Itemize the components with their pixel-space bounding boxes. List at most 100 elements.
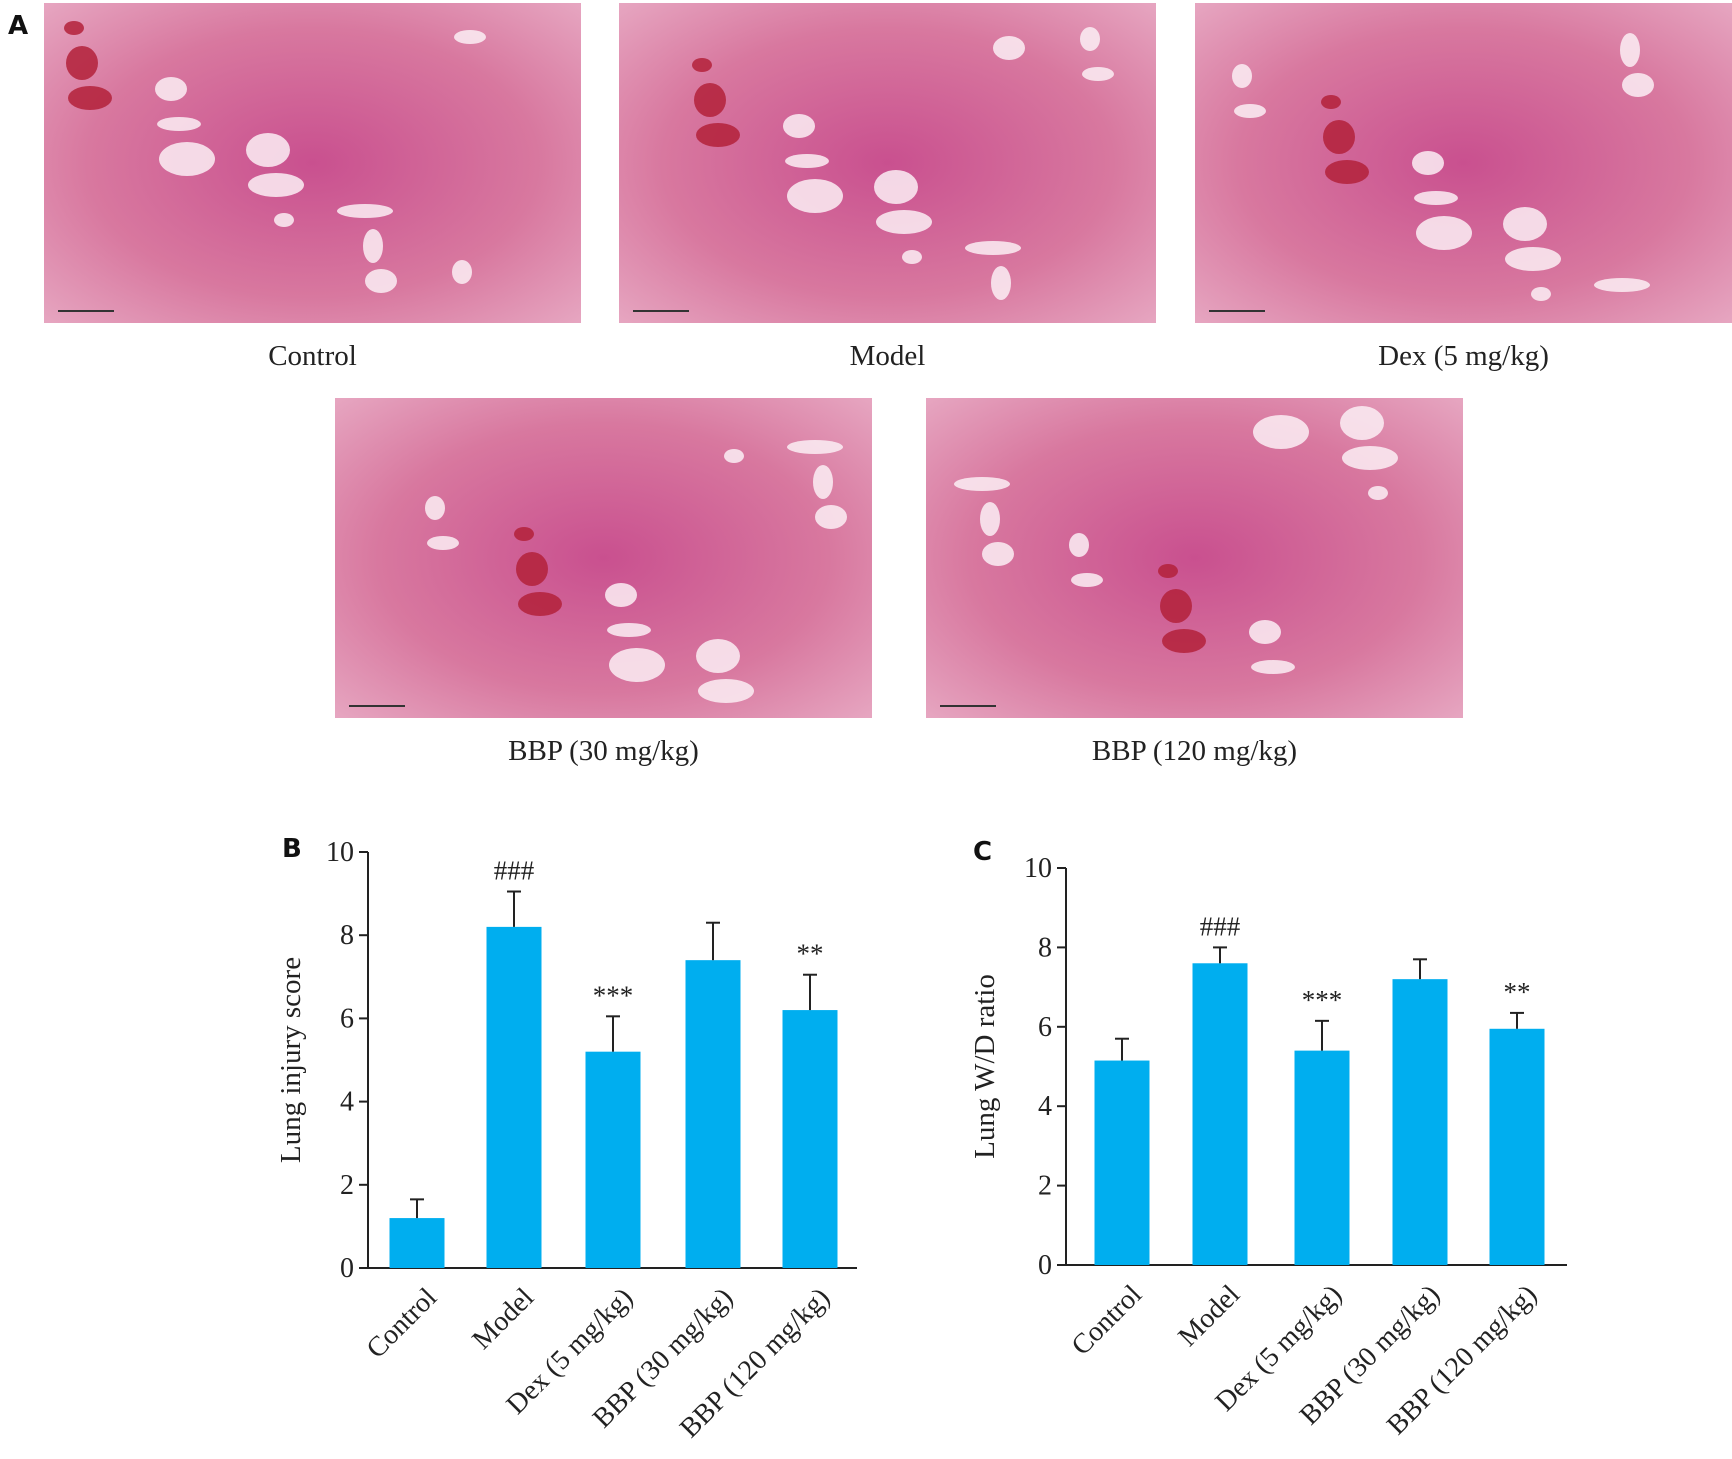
bar (782, 1010, 838, 1268)
y-tick-label: 2 (340, 1170, 354, 1201)
tissue-detail (609, 648, 665, 682)
tissue-detail (1158, 564, 1178, 578)
image-caption: Model (850, 340, 926, 372)
panel-label: C (973, 837, 992, 867)
tissue-detail (274, 213, 294, 227)
tissue-detail (724, 449, 744, 463)
histology-image (619, 3, 1156, 323)
tissue-detail (1071, 573, 1103, 587)
tissue-detail (902, 250, 922, 264)
tissue-detail (337, 204, 393, 218)
tissue-detail (1162, 629, 1206, 653)
tissue-detail (1368, 486, 1388, 500)
y-axis-label: Lung W/D ratio (969, 974, 1001, 1159)
significance-label: ** (1504, 977, 1531, 1007)
tissue-detail (66, 46, 98, 80)
tissue-detail (1249, 620, 1281, 644)
tissue-detail (1069, 533, 1089, 557)
x-tick-label: Model (1172, 1279, 1246, 1353)
tissue-detail (982, 542, 1014, 566)
tissue-detail (155, 77, 187, 101)
tissue-detail (1253, 415, 1309, 449)
significance-label: *** (593, 980, 634, 1010)
tissue-detail (993, 36, 1025, 60)
tissue-detail (1416, 216, 1472, 250)
image-caption: BBP (30 mg/kg) (508, 735, 699, 767)
panel-label: B (282, 834, 302, 864)
bar (1489, 1028, 1545, 1265)
histology-image (44, 3, 581, 323)
tissue-detail (991, 266, 1011, 300)
tissue-detail (427, 536, 459, 550)
histology-image (1195, 3, 1732, 323)
tissue-detail (1414, 191, 1458, 205)
tissue-detail (1082, 67, 1114, 81)
tissue-detail (605, 583, 637, 607)
tissue-detail (813, 465, 833, 499)
y-tick-label: 6 (340, 1003, 354, 1034)
tissue-detail (159, 142, 215, 176)
tissue-detail (1234, 104, 1266, 118)
tissue-detail (692, 58, 712, 72)
image-caption: Control (268, 340, 357, 372)
bar (1192, 963, 1248, 1265)
tissue-detail (246, 133, 290, 167)
tissue-detail (874, 170, 918, 204)
y-tick-label: 8 (1038, 932, 1052, 963)
tissue-detail (1412, 151, 1444, 175)
y-tick-label: 2 (1038, 1171, 1052, 1202)
y-tick-label: 0 (340, 1253, 354, 1284)
tissue-detail (787, 440, 843, 454)
tissue-detail (876, 210, 932, 234)
y-tick-label: 4 (340, 1087, 354, 1118)
tissue-detail (696, 639, 740, 673)
image-caption: BBP (120 mg/kg) (1092, 735, 1297, 767)
tissue-detail (1594, 278, 1650, 292)
bar (585, 1051, 641, 1268)
tissue-detail (1323, 120, 1355, 154)
tissue-detail (694, 83, 726, 117)
bar (486, 926, 542, 1268)
tissue-detail (1620, 33, 1640, 67)
y-tick-label: 10 (1024, 853, 1052, 884)
x-tick-label: Control (361, 1282, 444, 1365)
bar (685, 960, 741, 1268)
tissue-detail (954, 477, 1010, 491)
y-tick-label: 6 (1038, 1012, 1052, 1043)
significance-label: ** (797, 939, 824, 969)
tissue-detail (514, 527, 534, 541)
tissue-detail (787, 179, 843, 213)
y-tick-label: 0 (1038, 1250, 1052, 1281)
x-tick-label: Control (1066, 1279, 1149, 1362)
tissue-detail (363, 229, 383, 263)
bar (389, 1218, 445, 1268)
tissue-detail (64, 21, 84, 35)
tissue-detail (1622, 73, 1654, 97)
tissue-detail (1160, 589, 1192, 623)
tissue-detail (1505, 247, 1561, 271)
significance-label: ### (494, 856, 535, 886)
tissue-detail (980, 502, 1000, 536)
tissue-detail (1325, 160, 1369, 184)
tissue-detail (1251, 660, 1295, 674)
tissue-detail (696, 123, 740, 147)
panel-label: A (8, 11, 28, 41)
tissue-detail (425, 496, 445, 520)
tissue-detail (698, 679, 754, 703)
tissue-detail (518, 592, 562, 616)
y-axis-label: Lung injury score (275, 957, 307, 1163)
tissue-detail (452, 260, 472, 284)
bar (1094, 1060, 1150, 1265)
x-tick-label: Model (466, 1282, 540, 1356)
tissue-detail (248, 173, 304, 197)
significance-label: ### (1200, 911, 1241, 941)
y-tick-label: 8 (340, 920, 354, 951)
tissue-detail (815, 505, 847, 529)
tissue-detail (157, 117, 201, 131)
tissue-detail (1080, 27, 1100, 51)
y-tick-label: 4 (1038, 1091, 1052, 1122)
tissue-detail (454, 30, 486, 44)
tissue-detail (1342, 446, 1398, 470)
histology-image (335, 398, 872, 718)
